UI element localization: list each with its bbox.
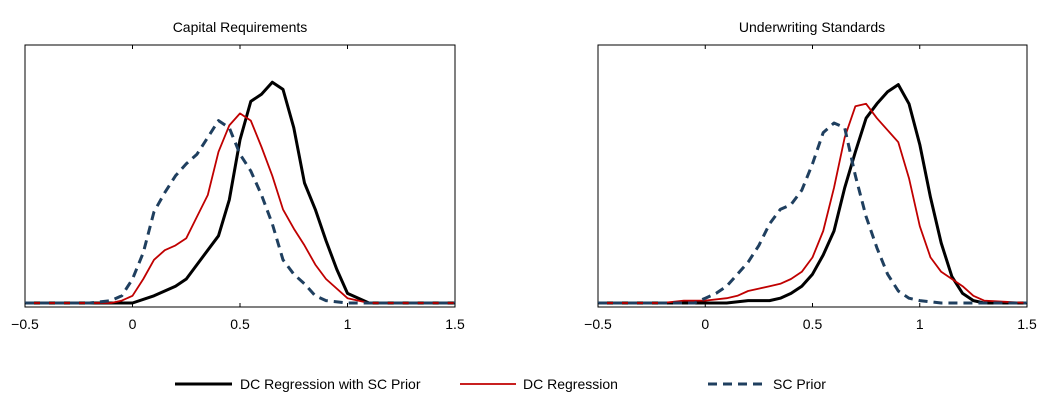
legend-item-sc-prior: SC Prior <box>708 376 826 392</box>
x-tick-label: 1 <box>916 316 924 332</box>
x-axis: −0.5 0 0.5 1 1.5 <box>11 45 465 332</box>
series-line-dc-regression-with-sc-prior <box>598 83 1027 305</box>
legend-item-dc-regression-with-sc-prior: DC Regression with SC Prior <box>175 376 421 392</box>
x-tick-label: 0.5 <box>230 316 250 332</box>
legend-label: DC Regression <box>523 376 618 392</box>
x-tick-label: 0 <box>129 316 137 332</box>
chart-title: Underwriting Standards <box>739 19 885 35</box>
chart-title: Capital Requirements <box>173 19 308 35</box>
x-tick-label: 1.5 <box>1017 316 1037 332</box>
x-tick-label: 0 <box>701 316 709 332</box>
plot-frame <box>597 44 1028 308</box>
legend-label: DC Regression with SC Prior <box>240 376 421 392</box>
series-layer <box>25 80 455 305</box>
x-tick-label: 0.5 <box>803 316 823 332</box>
series-layer <box>598 83 1028 305</box>
plot-frame <box>24 44 456 308</box>
legend-item-dc-regression: DC Regression <box>460 376 618 392</box>
chart-capital-requirements: Capital Requirements −0.5 0 0.5 1 1.5 <box>11 19 465 332</box>
series-line-sc-prior <box>25 119 455 305</box>
x-tick-label: 1 <box>344 316 352 332</box>
series-line-dc-regression <box>25 112 455 304</box>
series-line-dc-regression-with-sc-prior <box>25 80 455 305</box>
x-tick-label: −0.5 <box>584 316 612 332</box>
chart-underwriting-standards: Underwriting Standards −0.5 0 0.5 1 1.5 <box>584 19 1037 332</box>
legend-label: SC Prior <box>773 376 826 392</box>
x-axis: −0.5 0 0.5 1 1.5 <box>584 45 1037 332</box>
x-tick-label: 1.5 <box>445 316 465 332</box>
series-line-sc-prior <box>598 121 1027 305</box>
legend: DC Regression with SC Prior DC Regressio… <box>175 376 826 392</box>
series-line-dc-regression <box>598 102 1028 304</box>
x-tick-label: −0.5 <box>11 316 39 332</box>
